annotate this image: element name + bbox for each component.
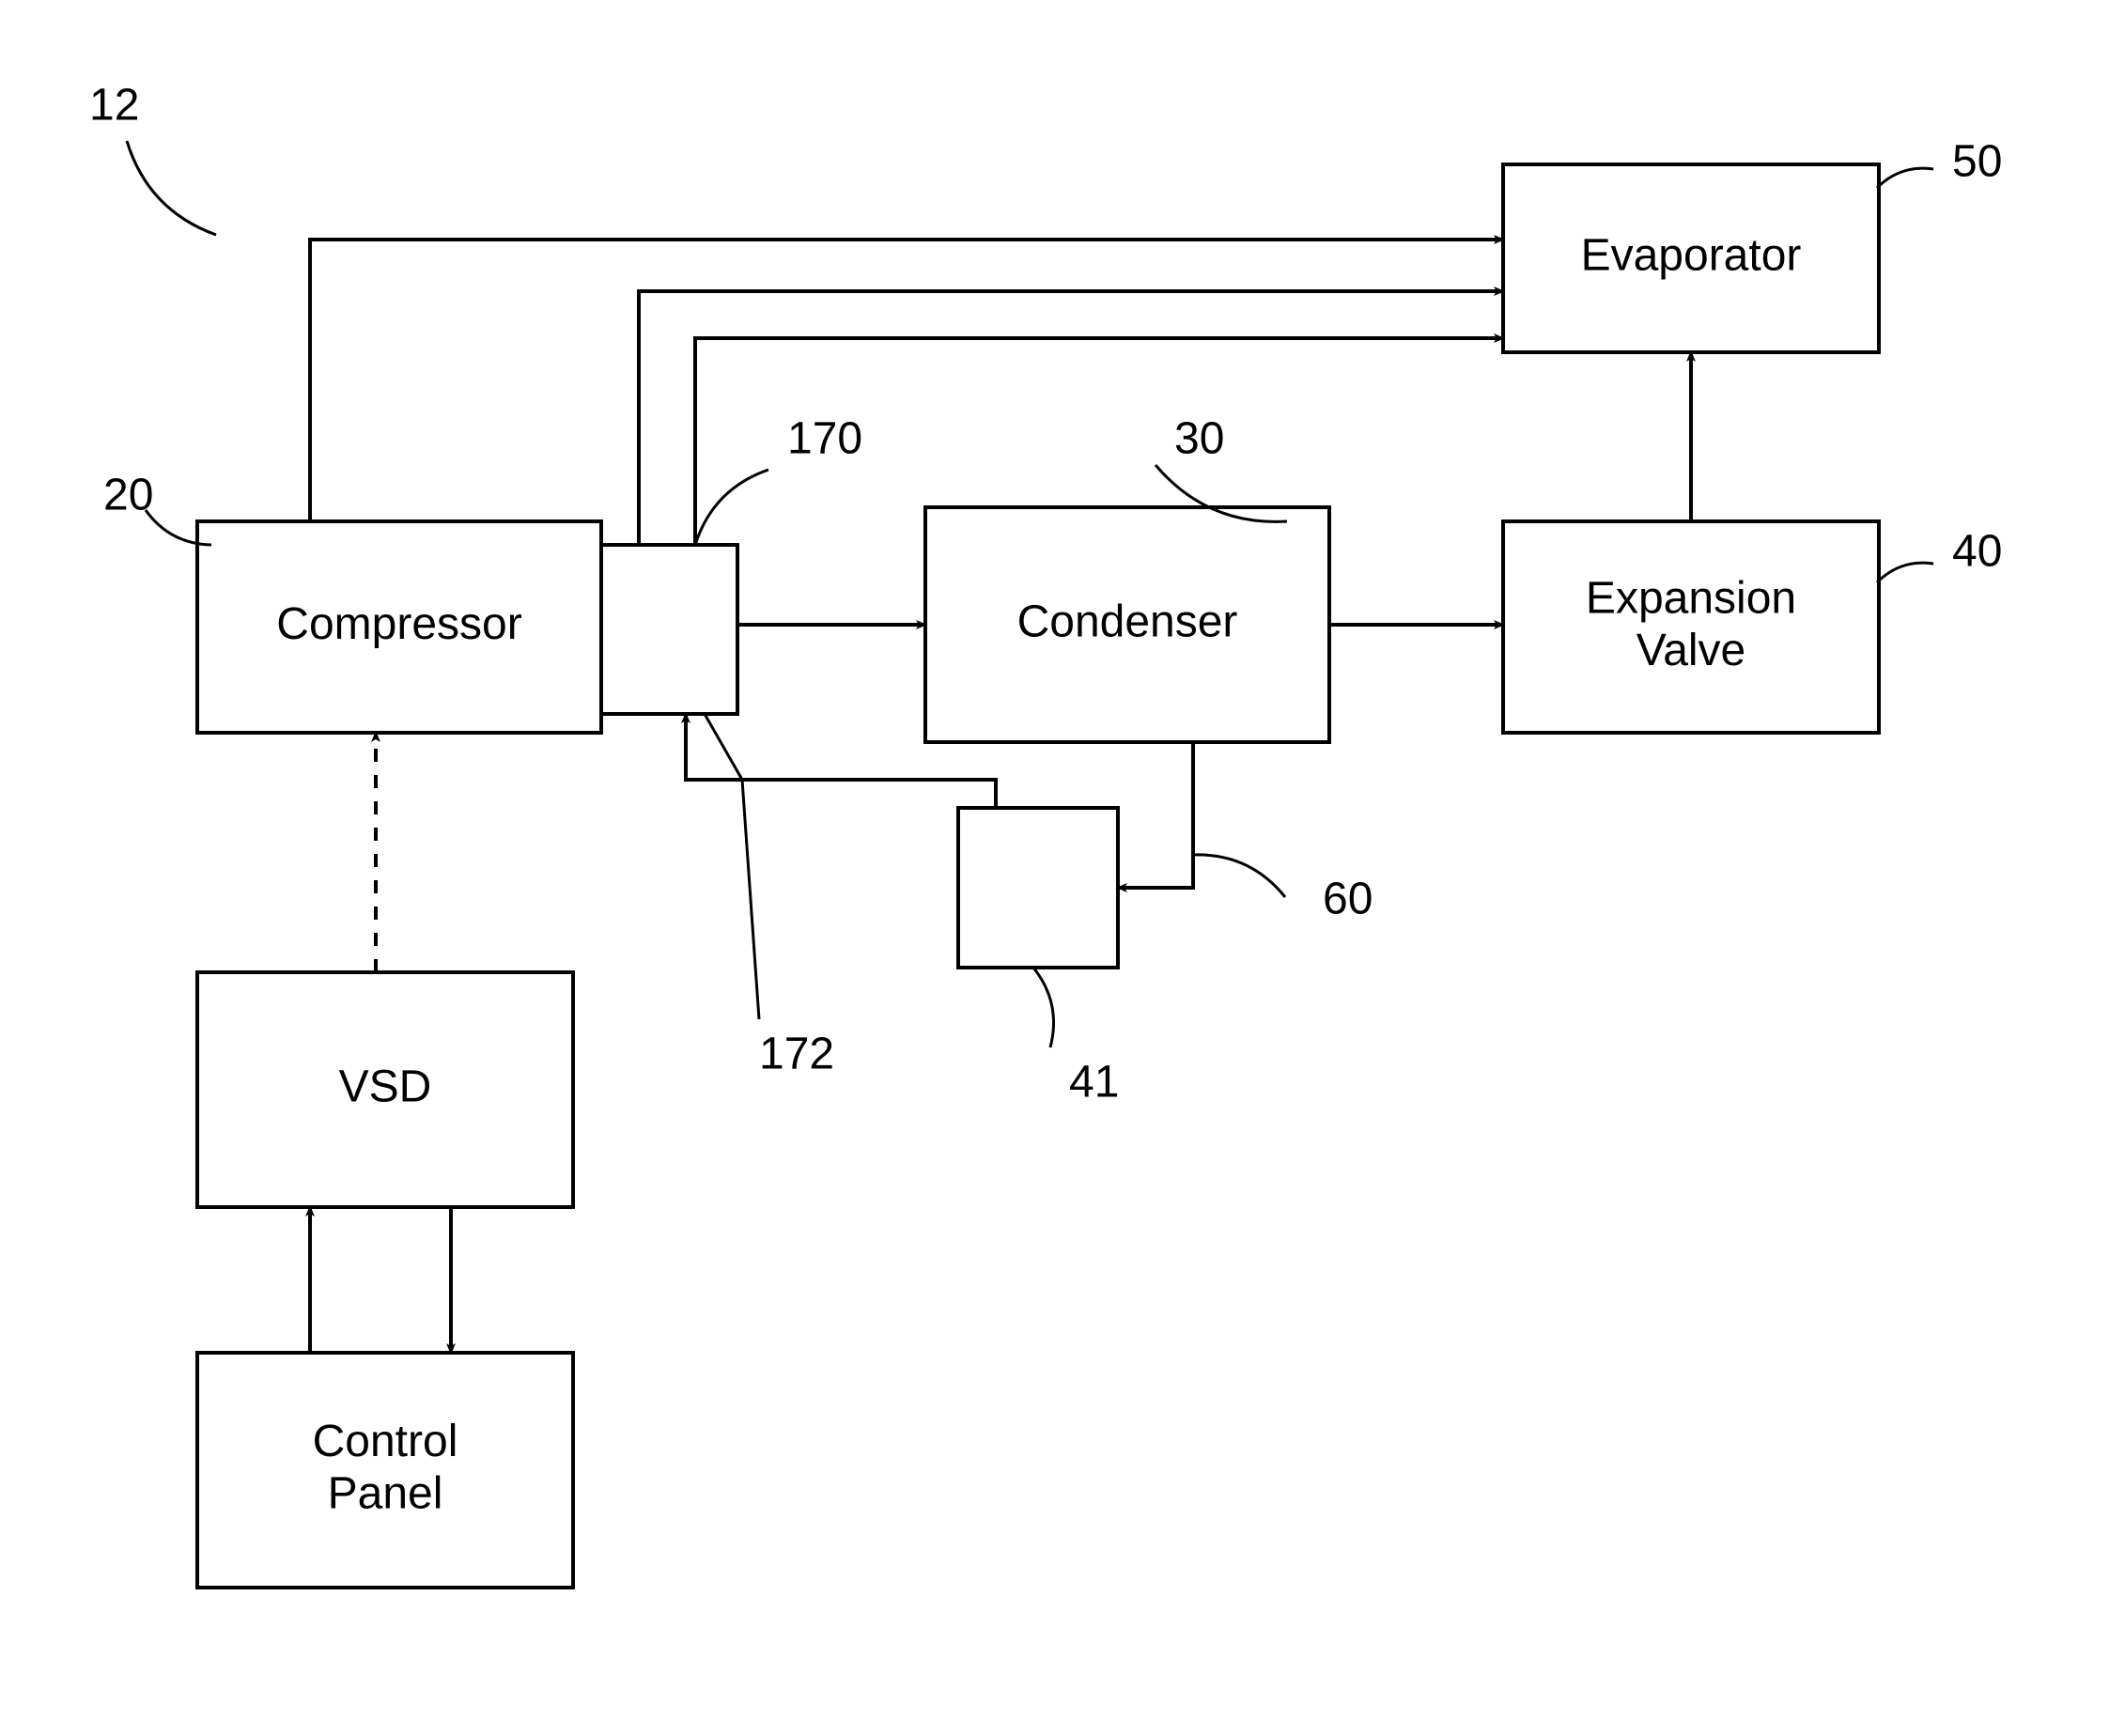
node-condenser: Condenser bbox=[925, 507, 1329, 742]
edges-layer bbox=[310, 240, 1691, 1353]
node-expansion-label: Expansion bbox=[1586, 574, 1796, 624]
node-control_panel-label: Control bbox=[313, 1417, 458, 1466]
node-condenser-label: Condenser bbox=[1017, 597, 1238, 647]
node-control_panel-label: Panel bbox=[328, 1468, 443, 1518]
node-compressor: Compressor bbox=[197, 521, 601, 733]
ref-leader-12 bbox=[127, 141, 216, 235]
node-expansion: ExpansionValve bbox=[1503, 521, 1879, 733]
ref-num-12: 12 bbox=[89, 81, 139, 131]
node-vsd-label: VSD bbox=[339, 1062, 432, 1112]
ref-leader-172 bbox=[705, 714, 759, 1019]
node-motor bbox=[601, 545, 737, 714]
ref-num-60: 60 bbox=[1323, 875, 1373, 924]
node-subcooler-box bbox=[958, 808, 1118, 968]
ref-leader-30 bbox=[1156, 465, 1287, 521]
ref-num-30: 30 bbox=[1174, 414, 1224, 464]
ref-leader-20 bbox=[146, 510, 211, 545]
edge-cond-to-sub bbox=[1118, 742, 1193, 888]
ref-leader-50 bbox=[1877, 168, 1933, 188]
ref-num-170: 170 bbox=[787, 414, 862, 464]
node-evaporator: Evaporator bbox=[1503, 164, 1879, 352]
node-expansion-label: Valve bbox=[1636, 626, 1746, 675]
node-motor-box bbox=[601, 545, 737, 714]
ref-num-172: 172 bbox=[759, 1030, 834, 1079]
ref-leader-40 bbox=[1877, 563, 1933, 582]
ref-leader-170 bbox=[695, 470, 768, 545]
ref-leader-41 bbox=[1033, 968, 1054, 1047]
node-subcooler bbox=[958, 808, 1118, 968]
ref-num-50: 50 bbox=[1952, 137, 2002, 187]
node-vsd: VSD bbox=[197, 972, 573, 1207]
ref-num-40: 40 bbox=[1952, 527, 2002, 577]
node-compressor-label: Compressor bbox=[276, 599, 521, 649]
ref-leader-60 bbox=[1193, 855, 1285, 897]
node-control_panel: ControlPanel bbox=[197, 1353, 573, 1588]
node-evaporator-label: Evaporator bbox=[1581, 231, 1802, 281]
ref-num-41: 41 bbox=[1069, 1058, 1119, 1108]
nodes-layer: Compressor Condenser ExpansionValve Evapora… bbox=[197, 164, 1879, 1588]
ref-num-20: 20 bbox=[103, 471, 153, 520]
edge-evap-to-comp bbox=[310, 240, 1503, 521]
